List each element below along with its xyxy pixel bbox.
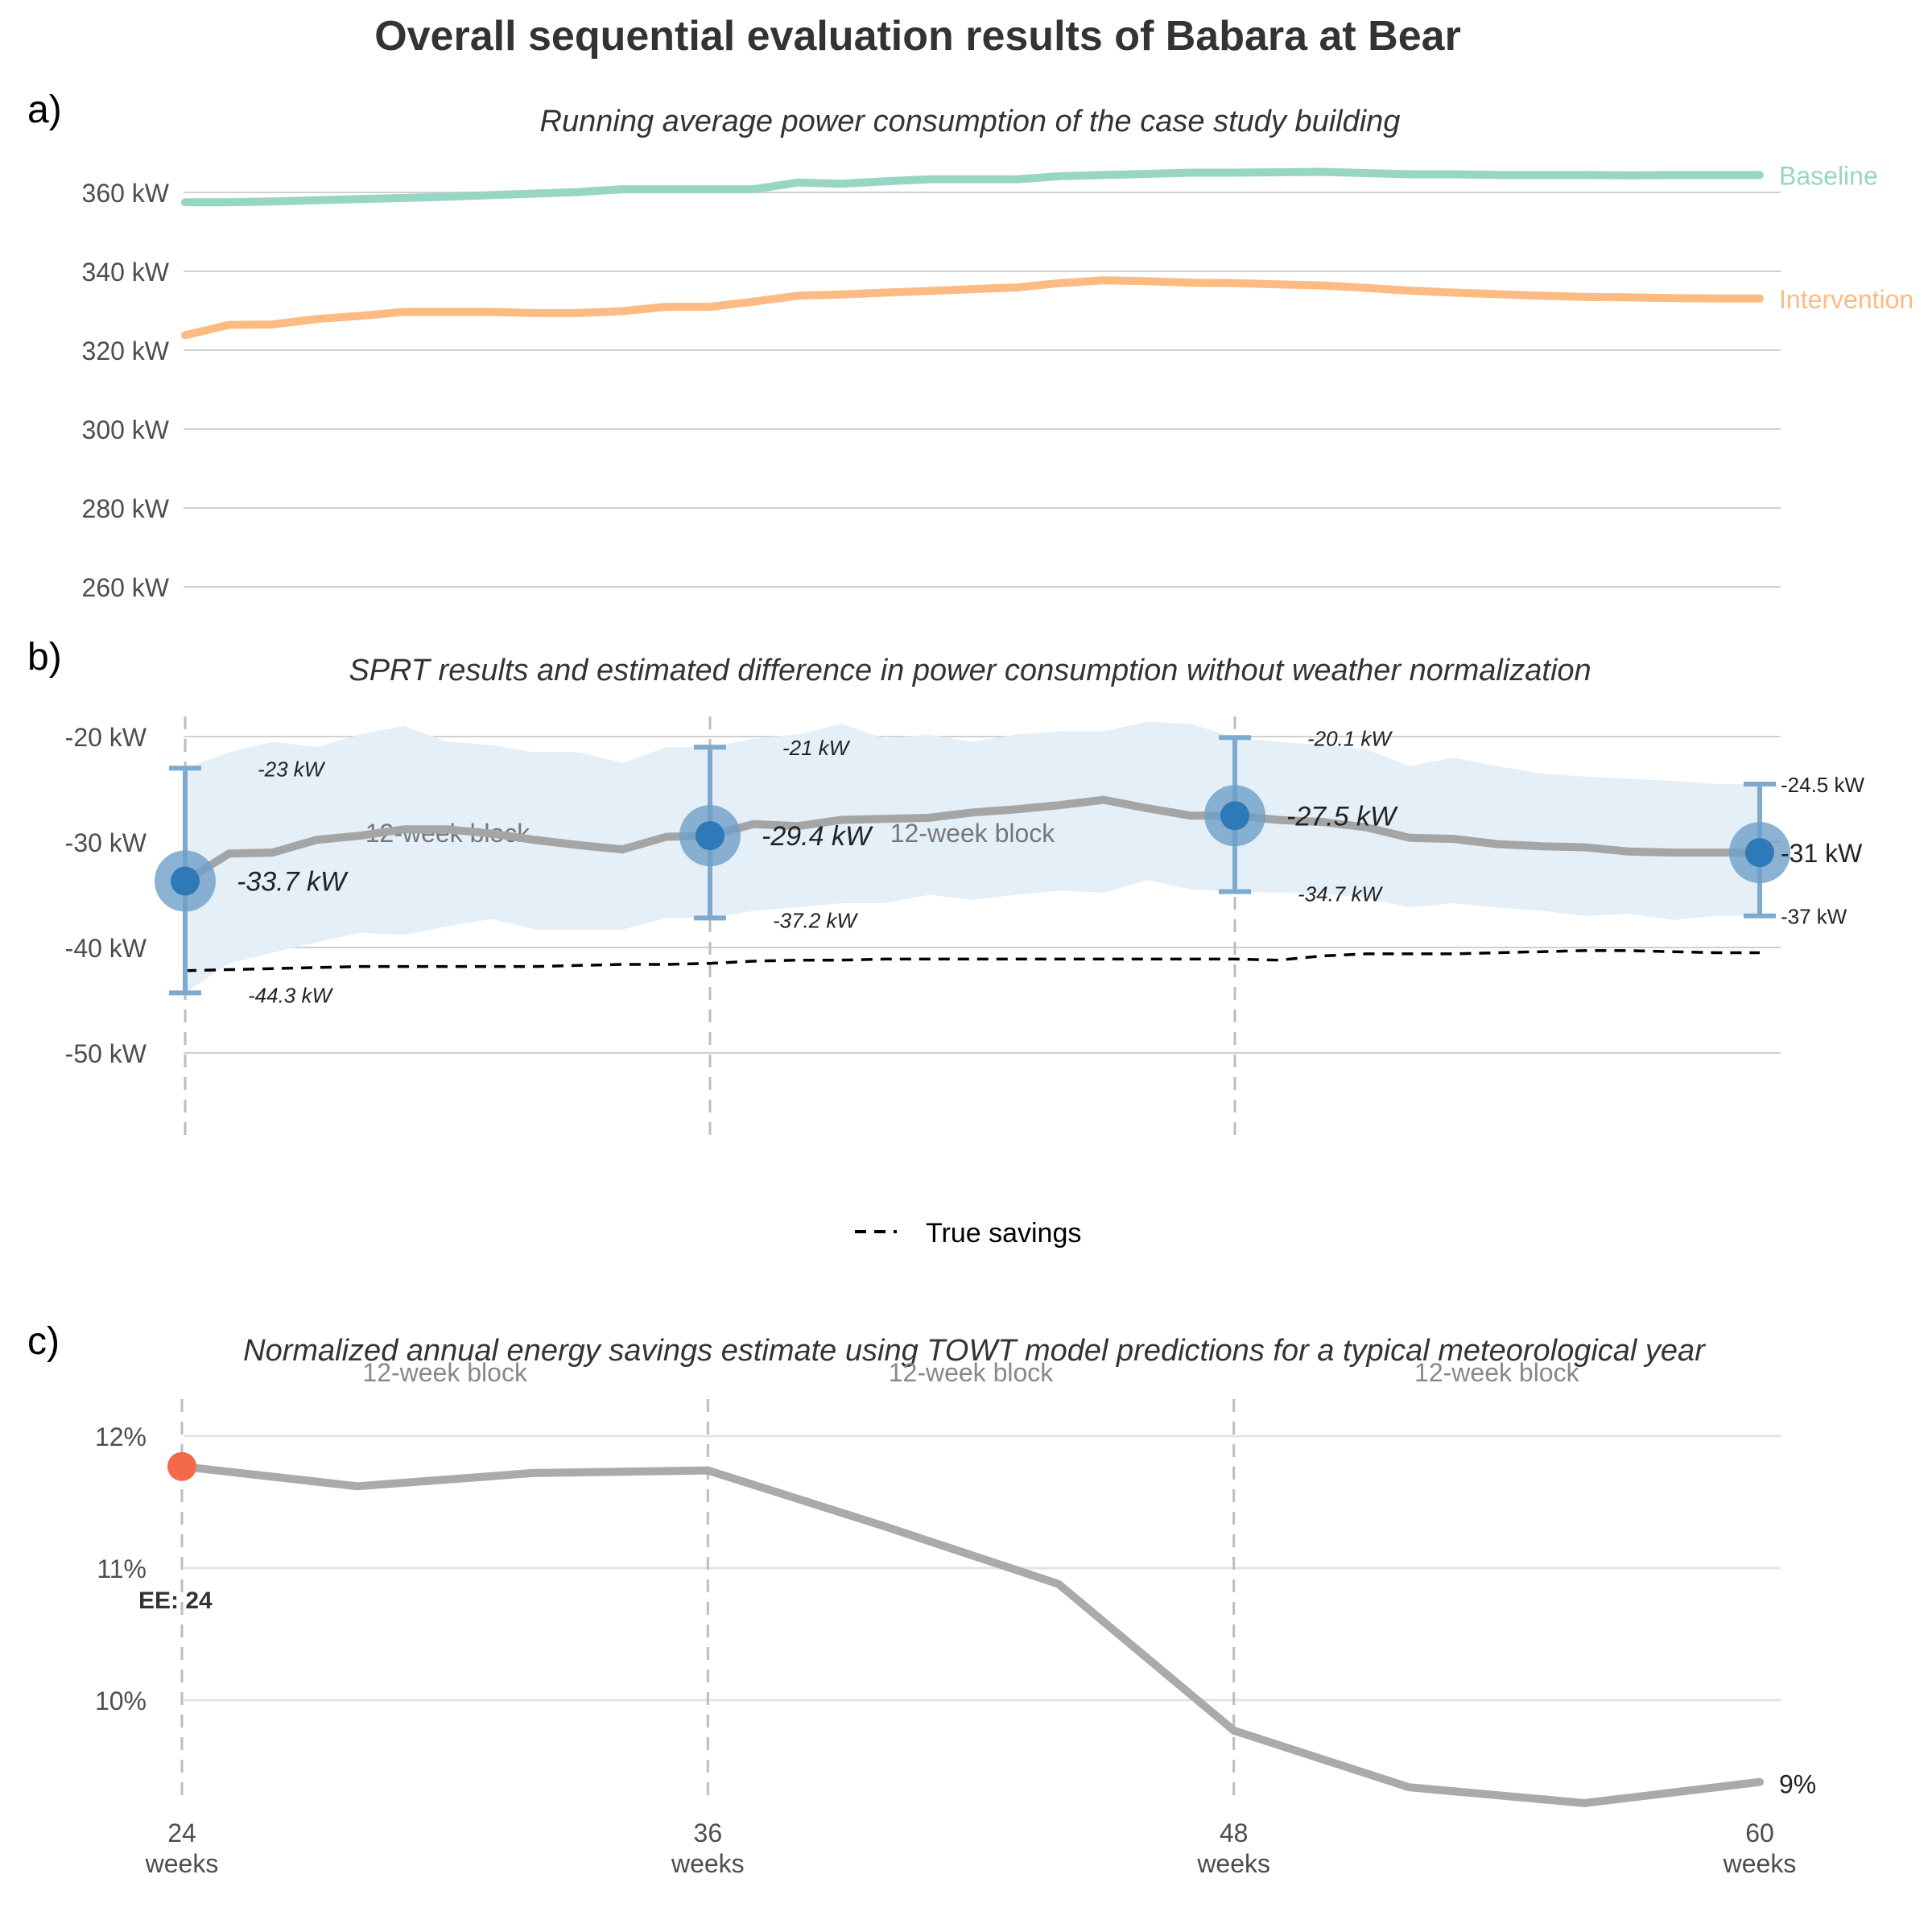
x-tick-label: 36 (694, 1818, 723, 1847)
sprt-lower-label: -34.7 kW (1298, 882, 1383, 906)
panel-b-letter: b) (27, 636, 62, 679)
savings-line (178, 1462, 1764, 1807)
block-label: 12-week block (889, 1358, 1055, 1387)
panel-b-true-savings (184, 949, 1760, 972)
y-tick-label: -50 kW (65, 1039, 147, 1068)
panel-b-sprt-results: -33.7 kW -23 kW -44.3 kW -29.4 kW -21 kW -37.… (155, 726, 1864, 1007)
series-line-baseline (181, 167, 1764, 207)
y-tick-label: 340 kW (82, 258, 170, 287)
x-tick-label: 48 (1220, 1818, 1249, 1847)
y-tick-label: 260 kW (82, 573, 170, 602)
panel-c-grid (184, 1435, 1781, 1702)
sprt-lower-label: -44.3 kW (248, 983, 333, 1007)
y-tick-label: 360 kW (82, 179, 170, 208)
y-tick-label: 12% (95, 1422, 147, 1451)
panel-b-confidence-band (185, 721, 1760, 993)
block-label: 12-week block (890, 819, 1056, 848)
y-tick-label: -30 kW (65, 828, 147, 857)
sprt-point (696, 821, 724, 851)
panel-c-savings: 9% EE: 24 (138, 1451, 1816, 1807)
block-label: 12-week block (362, 1358, 528, 1387)
x-tick-unit: weeks (1723, 1849, 1797, 1878)
sprt-result: -33.7 kW -23 kW -44.3 kW (155, 757, 349, 1007)
legend-true-savings-label: True savings (926, 1218, 1081, 1249)
sprt-estimate-label: -29.4 kW (762, 821, 873, 852)
series-line-intervention (181, 276, 1764, 340)
y-tick-label: -40 kW (65, 934, 147, 963)
sprt-upper-label: -24.5 kW (1781, 773, 1864, 797)
y-tick-label: -20 kW (65, 723, 147, 752)
figure-title: Overall sequential evaluation results of… (374, 13, 1461, 60)
panel-b: b) SPRT results and estimated difference… (27, 636, 1864, 1249)
savings-end-label: 9% (1779, 1770, 1816, 1799)
sprt-estimate-label: -31 kW (1781, 839, 1863, 868)
panel-a: a) Running average power consumption of … (27, 89, 1913, 602)
panel-b-estimate (181, 795, 1764, 886)
y-tick-label: 300 kW (82, 415, 170, 444)
y-tick-label: 320 kW (82, 336, 170, 365)
sprt-result: -27.5 kW -20.1 kW -34.7 kW (1204, 726, 1398, 906)
panel-c-title: Normalized annual energy savings estimat… (243, 1334, 1706, 1368)
y-tick-label: 10% (95, 1686, 147, 1715)
sprt-point (1745, 838, 1774, 868)
ee-marker (167, 1451, 196, 1481)
panel-a-grid (184, 192, 1781, 588)
sprt-point (171, 866, 200, 896)
panel-c-y-axis: 12% 11% 10% (95, 1422, 147, 1715)
confidence-band (185, 721, 1760, 993)
block-label: 12-week block (1414, 1358, 1580, 1387)
panel-a-series (181, 167, 1764, 340)
panel-c-letter: c) (27, 1320, 60, 1363)
x-tick-unit: weeks (1196, 1849, 1270, 1878)
x-tick-label: 24 (167, 1818, 196, 1847)
panel-a-letter: a) (27, 89, 62, 131)
sprt-lower-label: -37 kW (1781, 905, 1847, 929)
panel-c-block-labels: 12-week block 12-week block 12-week block (362, 1358, 1579, 1387)
sprt-point (1220, 801, 1249, 831)
panel-a-y-axis: 360 kW 340 kW 320 kW 300 kW 280 kW 260 kW (82, 179, 170, 602)
x-tick-label: 60 (1745, 1818, 1774, 1847)
panel-b-y-axis: -20 kW -30 kW -40 kW -50 kW (65, 723, 147, 1068)
panel-a-series-labels: Baseline Intervention (1779, 161, 1913, 313)
true-savings-line (184, 949, 1760, 972)
sprt-lower-label: -37.2 kW (773, 908, 858, 932)
estimate-line (181, 795, 1764, 886)
y-tick-label: 280 kW (82, 494, 170, 523)
sprt-upper-label: -21 kW (782, 736, 851, 760)
ee-label: EE: 24 (138, 1587, 213, 1614)
sprt-result: -29.4 kW -21 kW -37.2 kW (679, 736, 873, 932)
sprt-upper-label: -23 kW (258, 757, 326, 781)
y-tick-label: 11% (97, 1554, 147, 1583)
x-tick-unit: weeks (145, 1849, 219, 1878)
sprt-estimate-label: -27.5 kW (1286, 801, 1398, 832)
series-label-baseline: Baseline (1779, 161, 1878, 190)
sprt-result: -31 kW -24.5 kW -37 kW (1729, 773, 1864, 929)
panel-c: c) Normalized annual energy savings esti… (27, 1320, 1816, 1878)
sprt-estimate-label: -33.7 kW (237, 866, 349, 897)
panel-a-title: Running average power consumption of the… (540, 105, 1401, 138)
x-tick-unit: weeks (671, 1849, 745, 1878)
panel-b-title: SPRT results and estimated difference in… (349, 654, 1591, 687)
sprt-upper-label: -20.1 kW (1307, 726, 1393, 750)
series-label-intervention: Intervention (1779, 285, 1913, 314)
legend: True savings (855, 1218, 1081, 1249)
